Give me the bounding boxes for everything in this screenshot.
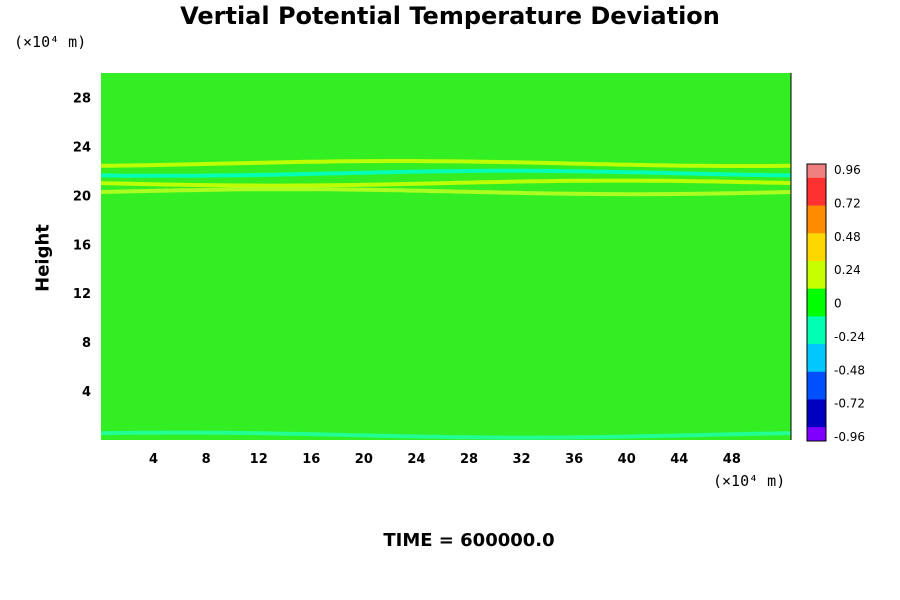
colorbar-tick-label: 0.72 — [834, 196, 861, 210]
heatmap-band — [100, 430, 792, 440]
colorbar-segment — [807, 434, 826, 442]
colorbar-segment — [807, 198, 826, 207]
plot-area — [100, 73, 792, 440]
colorbar-segment — [807, 371, 826, 380]
x-tick-label: 32 — [513, 452, 531, 467]
colorbar-tick-label: -0.24 — [834, 330, 865, 344]
x-axis-unit: (×10⁴ m) — [713, 472, 786, 490]
colorbar-segment — [807, 350, 826, 359]
colorbar-frame — [806, 163, 827, 442]
time-label: TIME = 600000.0 — [383, 530, 555, 551]
y-axis-unit: (×10⁴ m) — [14, 33, 87, 51]
y-tick-label: 4 — [82, 385, 91, 400]
colorbar-segment — [807, 323, 826, 331]
heatmap-band — [100, 168, 792, 178]
x-tick-label: 44 — [670, 452, 688, 467]
colorbar-segment — [807, 240, 826, 248]
colorbar-segment — [807, 177, 826, 186]
colorbar-segment — [807, 164, 826, 172]
heatmap-band — [100, 159, 792, 168]
colorbar-segment — [807, 226, 826, 234]
colorbar-segment — [807, 357, 826, 366]
colorbar-segment — [807, 378, 826, 387]
x-tick-label: 40 — [618, 452, 636, 467]
colorbar-tick-label: 0.24 — [834, 263, 861, 277]
colorbar-segment — [807, 302, 826, 310]
colorbar-segment — [807, 392, 826, 400]
colorbar-segment — [807, 385, 826, 394]
colorbar-segment — [807, 399, 826, 407]
colorbar-tick-label: 0.96 — [834, 163, 861, 177]
y-tick-label: 28 — [73, 91, 91, 106]
colorbar-segment — [807, 309, 826, 317]
colorbar-segment — [807, 170, 826, 179]
x-tick-label: 16 — [302, 452, 320, 467]
colorbar-segment — [807, 212, 826, 220]
colorbar-segment — [807, 219, 826, 227]
y-tick-label: 20 — [73, 189, 91, 204]
colorbar-segment — [807, 344, 826, 352]
colorbar-tick-label: 0.48 — [834, 230, 861, 244]
heatmap-background — [101, 73, 791, 440]
chart-title: Vertial Potential Temperature Deviation — [180, 2, 720, 30]
colorbar-tick-label: -0.96 — [834, 430, 865, 444]
x-tick-label: 8 — [202, 452, 211, 467]
colorbar-segment — [807, 364, 826, 373]
colorbar-segment — [807, 247, 826, 255]
y-tick-label: 24 — [73, 140, 91, 155]
colorbar-segment — [807, 337, 826, 345]
colorbar-segment — [807, 288, 826, 297]
colorbar-segment — [807, 427, 826, 435]
colorbar-segment — [807, 281, 826, 290]
colorbar-tick-label: -0.48 — [834, 363, 865, 377]
y-tick-label: 12 — [73, 287, 91, 302]
colorbar-segment — [807, 420, 826, 428]
x-tick-label: 4 — [149, 452, 158, 467]
y-axis-ticks: 4 8 12 16 20 24 28 — [73, 91, 91, 400]
colorbar-tick-label: 0 — [834, 297, 842, 311]
colorbar-segment — [807, 267, 826, 276]
colorbar-segment — [807, 205, 826, 213]
x-tick-label: 20 — [355, 452, 373, 467]
x-axis-ticks: 4 8 12 16 20 24 28 32 36 40 44 48 — [149, 452, 741, 467]
y-tick-label: 8 — [82, 336, 91, 351]
x-tick-label: 12 — [250, 452, 268, 467]
colorbar-segment — [807, 274, 826, 283]
colorbar-segment — [807, 316, 826, 324]
colorbar-segment — [807, 254, 826, 262]
colorbar-segment — [807, 406, 826, 414]
colorbar: 0.96 0.72 0.48 0.24 0 -0.24 -0.48 -0.72 -0.96 — [806, 163, 865, 444]
colorbar-segment — [807, 330, 826, 338]
x-tick-label: 36 — [565, 452, 583, 467]
colorbar-tick-label: -0.72 — [834, 397, 865, 411]
x-tick-label: 48 — [723, 452, 741, 467]
heatmap-band — [100, 187, 792, 197]
colorbar-segment — [807, 413, 826, 421]
y-tick-label: 16 — [73, 238, 91, 253]
colorbar-segment — [807, 184, 826, 193]
heatmap-band — [100, 178, 792, 188]
colorbar-segment — [807, 295, 826, 303]
x-tick-label: 28 — [460, 452, 478, 467]
x-tick-label: 24 — [407, 452, 425, 467]
colorbar-segment — [807, 191, 826, 200]
colorbar-segment — [807, 233, 826, 241]
colorbar-segment — [807, 260, 826, 269]
